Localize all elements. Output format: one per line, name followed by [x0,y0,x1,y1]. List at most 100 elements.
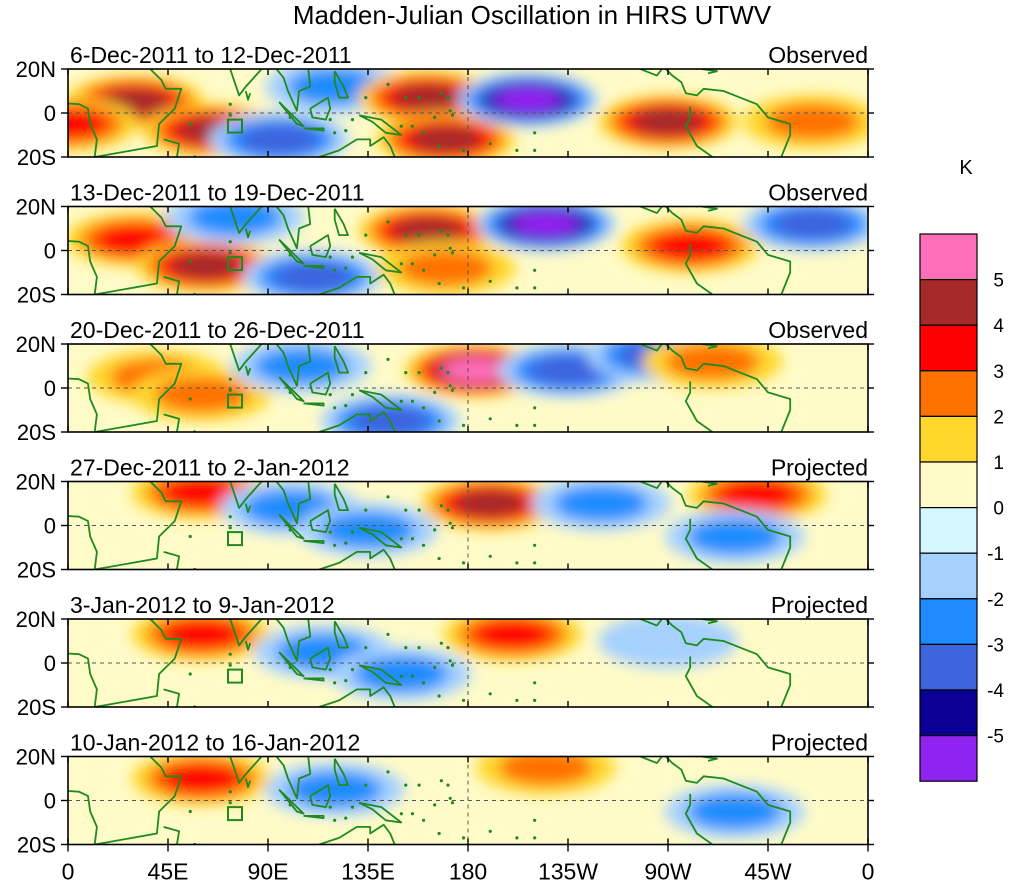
coastline [244,228,252,239]
anomaly-blob [209,112,350,157]
island-marker [188,672,192,676]
x-tick-label: 90E [248,859,289,885]
island-marker [350,530,355,534]
coastline [358,801,403,824]
anomaly-blob [375,112,516,157]
island-marker [417,371,421,375]
coastline [244,503,252,514]
x-tick-label: 45W [744,859,792,885]
y-tick-label: 0 [44,514,56,539]
coastline [684,793,713,845]
island-marker [288,253,292,257]
anomaly-blob [375,241,516,295]
island-marker [228,663,232,667]
coastline [684,106,713,157]
reference-box [227,393,243,409]
coastline [333,70,349,99]
y-tick-label: 0 [44,239,56,264]
coastline [68,102,98,157]
island-marker [515,698,519,703]
island-marker [533,131,537,135]
panel-period-label: 20-Dec-2011 to 26-Dec-2011 [70,317,365,343]
panel-status-label: Observed [768,180,868,206]
island-marker [333,681,337,685]
coastline [94,619,183,707]
panel-status-label: Projected [771,730,868,756]
anomaly-blob [131,619,272,662]
anomaly-blob [598,619,738,668]
island-marker [410,812,415,816]
island-marker [228,377,232,381]
y-tick-label: 20N [16,195,56,220]
island-marker [417,783,421,787]
island-marker [417,233,421,237]
coastline [94,344,183,432]
island-marker [386,220,390,224]
chart-title: Madden-Julian Oscillation in HIRS UTWV [293,0,772,30]
island-marker [399,537,403,541]
colorbar-swatch [919,415,978,463]
island-marker [404,508,408,512]
coastline [303,540,325,544]
panel-2: 20N 0 20S 13-Dec-2011 to 19-Dec-2011 Observe… [16,180,874,308]
island-marker [439,366,443,370]
x-tick-label: 90W [644,859,692,885]
island-marker [404,371,408,375]
island-marker [404,783,408,787]
island-marker [433,528,437,532]
coastline [94,481,183,570]
colorbar-label: 2 [993,407,1004,428]
island-marker [533,561,537,565]
anomaly-field [68,69,868,157]
island-marker [328,118,332,122]
anomaly-blob [531,481,672,531]
coastlines [68,69,792,157]
coastline [228,481,312,525]
island-marker [410,399,415,403]
island-marker [410,262,415,266]
island-marker [410,674,415,678]
y-tick-label: 20S [17,833,56,858]
island-marker [488,279,492,283]
island-marker [288,528,292,532]
panel-status-label: Observed [768,42,868,68]
island-marker [450,801,455,805]
reference-box [227,118,243,134]
colorbar-label: -3 [987,635,1004,656]
coastline [94,206,183,295]
island-marker [437,281,441,286]
island-marker [450,388,455,392]
island-marker [446,783,450,787]
island-marker [188,809,192,814]
island-marker [228,652,232,656]
island-marker [364,783,368,787]
island-marker [446,508,450,512]
island-marker [437,144,441,148]
y-tick-label: 20N [16,332,56,357]
island-marker [461,423,466,427]
colorbar-label: -4 [987,681,1004,702]
coastline [228,69,312,112]
island-marker [228,113,232,117]
island-marker [515,423,519,427]
colorbar-swatch [919,643,978,691]
anomaly-blob [320,394,461,432]
colorbar-label: 3 [993,362,1004,383]
island-marker [386,357,390,361]
island-marker [437,556,441,561]
island-marker [450,663,455,667]
island-marker [446,371,450,375]
island-marker [410,537,415,541]
island-marker [333,818,337,822]
coastline [68,377,98,432]
island-marker [533,543,537,547]
island-marker [448,246,452,250]
anomaly-blob [68,97,138,151]
coastline [309,646,332,671]
coastline [303,677,325,682]
island-marker [333,543,337,547]
island-marker [188,259,192,264]
island-marker [515,148,519,152]
coastline [333,620,349,649]
